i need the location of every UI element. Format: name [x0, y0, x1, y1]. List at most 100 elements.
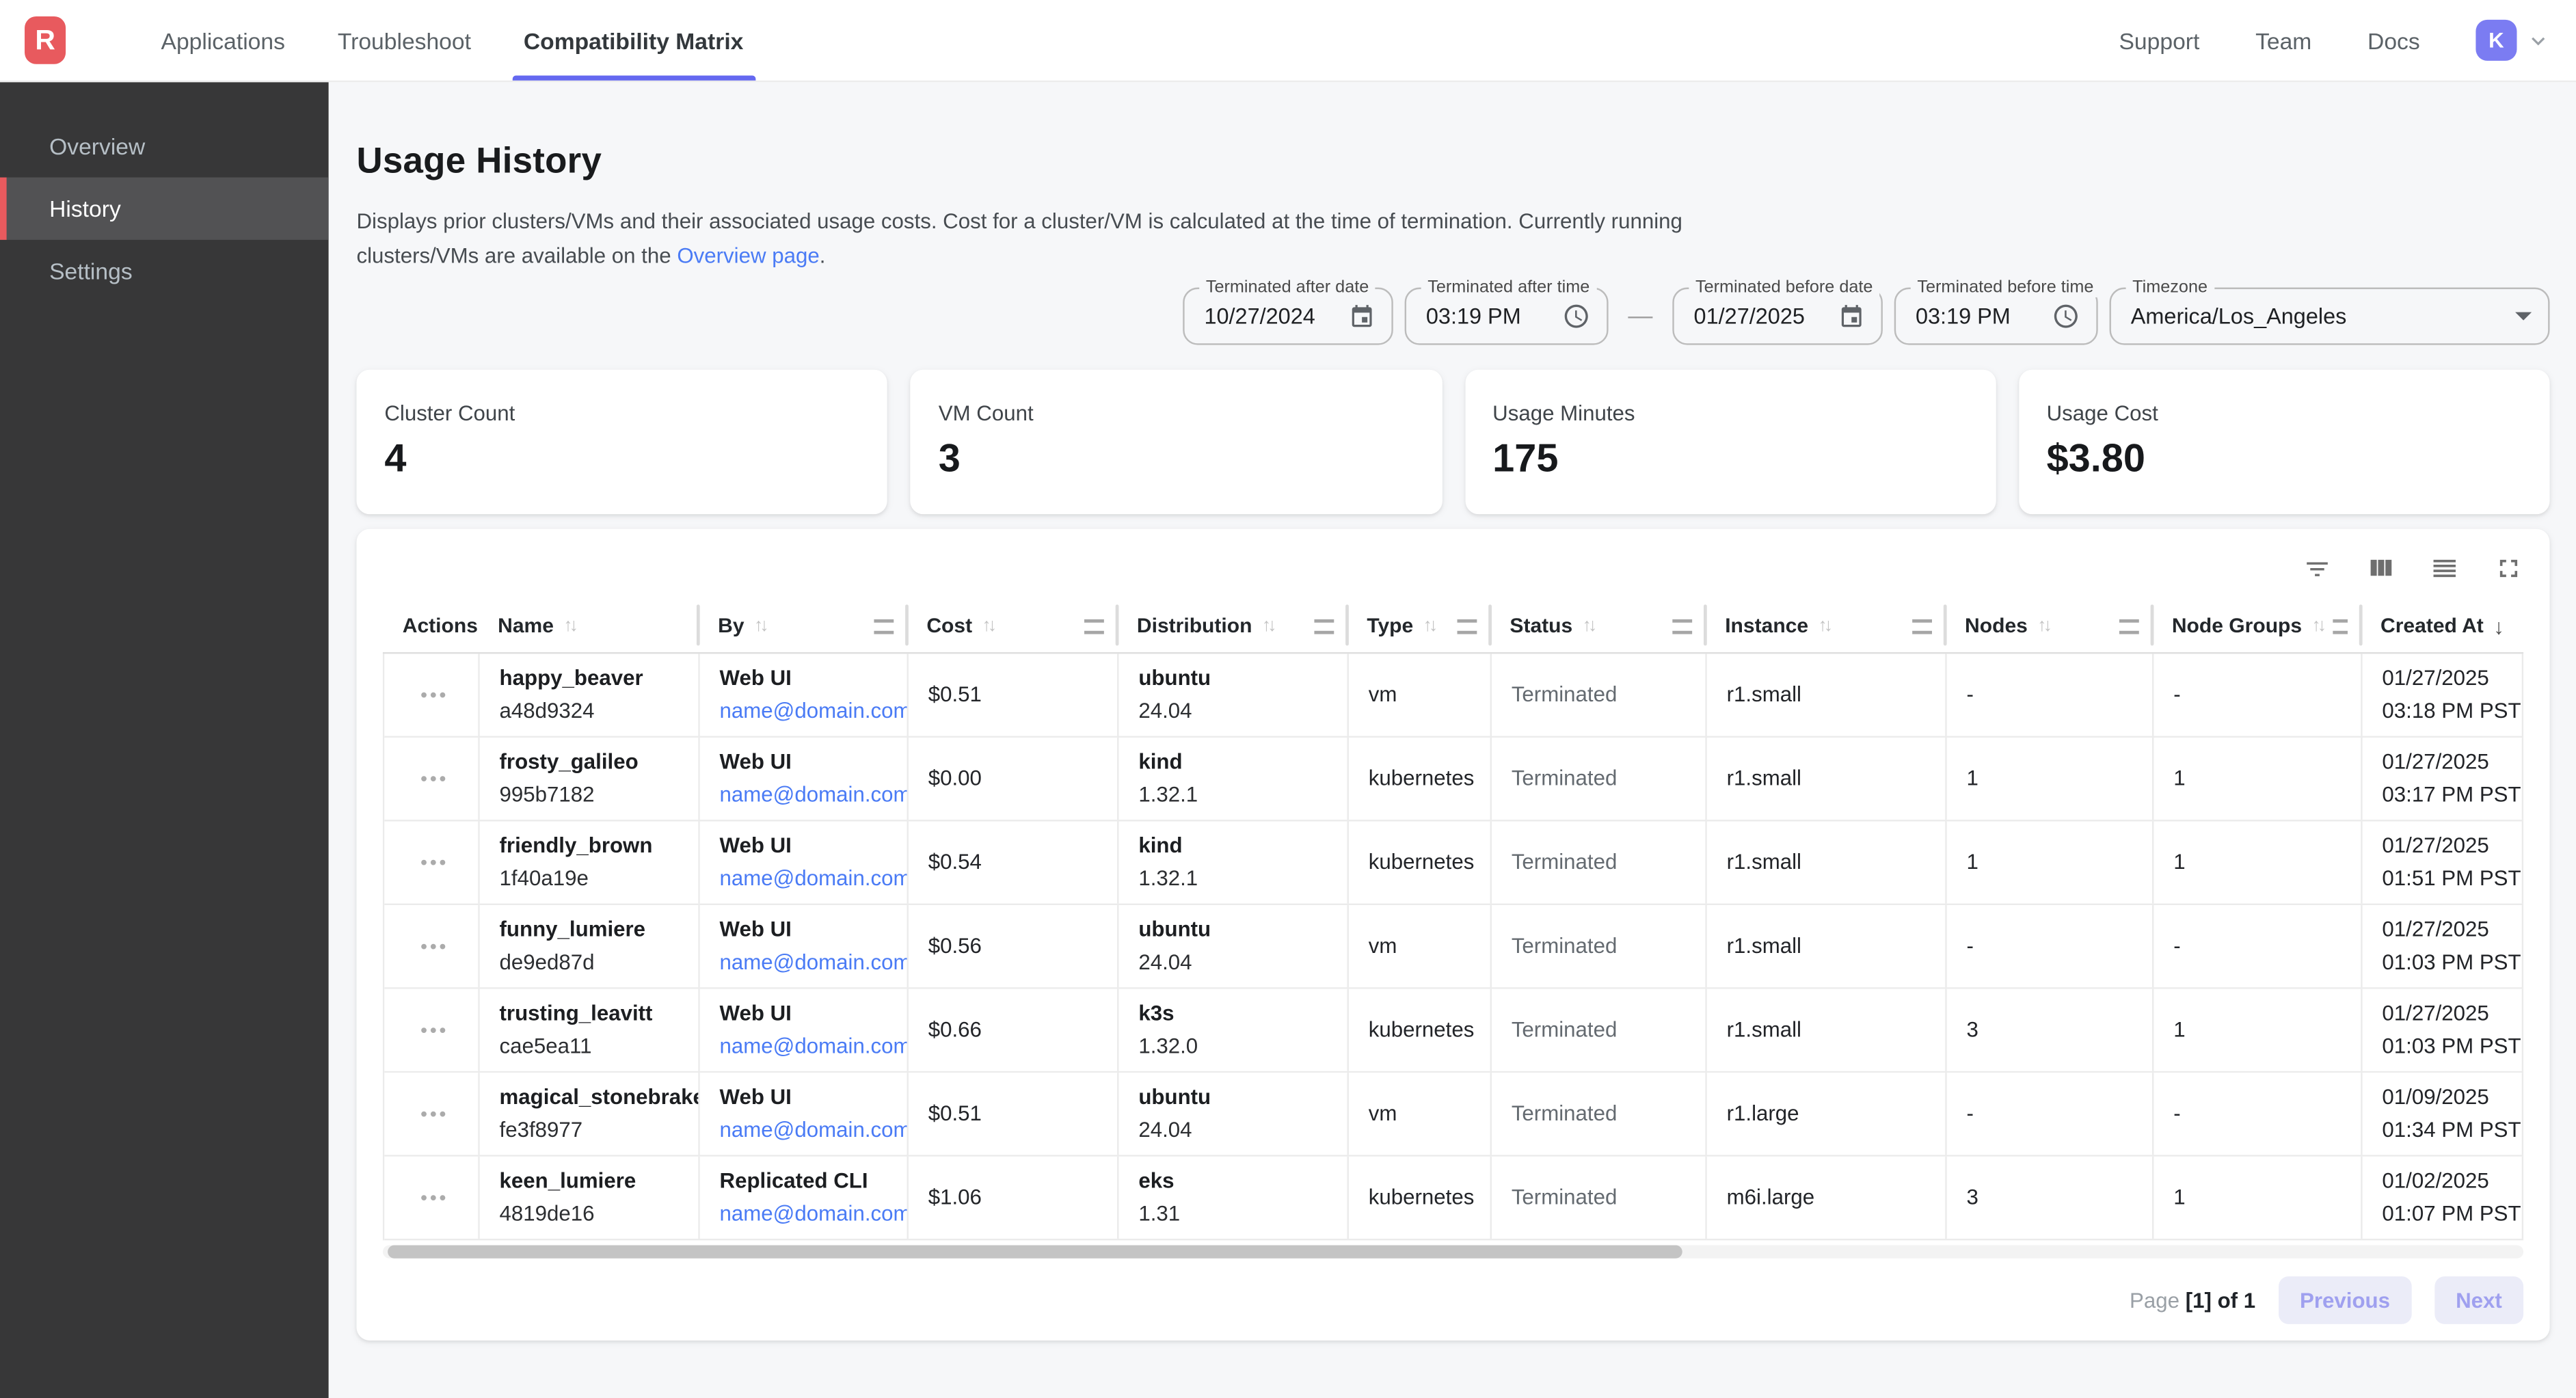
column-menu-icon[interactable]	[1672, 618, 1693, 634]
sort-icon[interactable]: ↑↓	[2311, 616, 2327, 636]
column-menu-icon[interactable]	[874, 618, 894, 634]
row-actions-button[interactable]: •••	[420, 767, 449, 790]
column-header-type[interactable]: Type ↑↓	[1345, 598, 1490, 654]
column-header-status[interactable]: Status ↑↓	[1488, 598, 1706, 654]
cell-nodes: -	[1947, 905, 2154, 988]
stat-value: 4	[384, 437, 407, 482]
sort-icon[interactable]: ↑↓	[753, 616, 769, 636]
tab-compatibility-matrix[interactable]: Compatibility Matrix	[497, 0, 769, 81]
tab-applications[interactable]: Applications	[161, 27, 285, 54]
columns-icon[interactable]	[2365, 554, 2395, 583]
email-link[interactable]: name@domain.com	[719, 781, 909, 807]
row-actions-button[interactable]: •••	[420, 1186, 449, 1209]
docs-link[interactable]: Docs	[2367, 27, 2420, 54]
column-header-name[interactable]: Name ↑↓	[478, 598, 698, 654]
previous-page-button[interactable]: Previous	[2278, 1276, 2412, 1324]
sort-icon[interactable]: ↑↓	[1261, 616, 1277, 636]
next-page-button[interactable]: Next	[2434, 1276, 2524, 1324]
horizontal-scrollbar-thumb[interactable]	[388, 1245, 1683, 1259]
terminated-before-date-field[interactable]: Terminated before date 01/27/2025	[1672, 278, 1883, 345]
sort-icon[interactable]: ↑↓	[982, 616, 997, 636]
cell-status: Terminated	[1492, 737, 1707, 820]
column-header-instance[interactable]: Instance ↑↓	[1703, 598, 1945, 654]
chevron-down-icon[interactable]	[2525, 27, 2551, 53]
column-header-distribution[interactable]: Distribution ↑↓	[1115, 598, 1347, 654]
cell-status: Terminated	[1492, 1156, 1707, 1239]
field-value: 03:19 PM	[1425, 304, 1521, 329]
cell-status: Terminated	[1492, 654, 1707, 736]
row-actions-button[interactable]: •••	[420, 935, 449, 958]
avatar[interactable]: K	[2476, 19, 2517, 61]
email-link[interactable]: name@domain.com	[719, 865, 909, 891]
distribution-version: 1.32.1	[1138, 781, 1198, 807]
team-link[interactable]: Team	[2255, 27, 2312, 54]
column-header-by[interactable]: By ↑↓	[696, 598, 907, 654]
sidebar: Overview History Settings	[0, 82, 329, 1398]
status-badge: Terminated	[1511, 849, 1618, 874]
email-link[interactable]: name@domain.com	[719, 698, 909, 723]
stat-cards: Cluster Count 4 VM Count 3 Usage Minutes…	[356, 369, 2550, 515]
cell-distribution: ubuntu 24.04	[1118, 654, 1349, 736]
sort-icon[interactable]: ↑↓	[563, 616, 578, 636]
terminated-after-time-field[interactable]: Terminated after time 03:19 PM	[1404, 278, 1609, 345]
column-menu-icon[interactable]	[1912, 618, 1932, 634]
email-link[interactable]: name@domain.com	[719, 949, 909, 975]
nodes-value: 3	[1966, 1017, 1978, 1042]
cell-nodes: 3	[1947, 989, 2154, 1071]
sort-icon[interactable]: ↑↓	[1423, 616, 1438, 636]
cell-instance: r1.small	[1707, 905, 1947, 988]
email-link[interactable]: name@domain.com	[719, 1117, 909, 1142]
terminated-before-time-field[interactable]: Terminated before time 03:19 PM	[1894, 278, 2101, 345]
clock-icon[interactable]	[1562, 302, 1590, 330]
cluster-name: frosty_galileo	[499, 749, 639, 774]
filter-icon[interactable]	[2303, 554, 2331, 582]
overview-page-link[interactable]: Overview page	[677, 243, 820, 268]
instance-value: r1.small	[1726, 849, 1801, 874]
column-header-nodes[interactable]: Nodes ↑↓	[1943, 598, 2152, 654]
sort-icon[interactable]: ↑↓	[1582, 616, 1598, 636]
distribution-version: 24.04	[1138, 949, 1192, 975]
calendar-icon[interactable]	[1349, 303, 1375, 329]
support-link[interactable]: Support	[2119, 27, 2200, 54]
row-actions-button[interactable]: •••	[420, 683, 449, 707]
sort-icon[interactable]: ↑↓	[1818, 616, 1834, 636]
cluster-name: magical_stonebraker	[499, 1084, 700, 1110]
column-header-cost[interactable]: Cost ↑↓	[905, 598, 1117, 654]
email-link[interactable]: name@domain.com	[719, 1200, 909, 1226]
dropdown-caret-icon[interactable]	[2515, 312, 2532, 321]
column-label: By	[718, 614, 744, 638]
terminated-after-date-field[interactable]: Terminated after date 10/27/2024	[1183, 278, 1393, 345]
sort-icon[interactable]: ↑↓	[2037, 616, 2052, 636]
calendar-icon[interactable]	[1838, 303, 1864, 329]
timezone-select[interactable]: Timezone America/Los_Angeles	[2109, 278, 2550, 345]
fullscreen-icon[interactable]	[2494, 554, 2523, 583]
column-menu-icon[interactable]	[1314, 618, 1334, 634]
email-link[interactable]: name@domain.com	[719, 1033, 909, 1058]
horizontal-scrollbar-track[interactable]	[382, 1245, 2524, 1259]
row-actions-button[interactable]: •••	[420, 1018, 449, 1042]
sort-descending-icon[interactable]: ↓	[2493, 613, 2504, 638]
page-indicator: Page [1] of 1	[2130, 1288, 2255, 1313]
sidebar-item-history[interactable]: History	[0, 177, 329, 240]
created-date: 01/02/2025	[2382, 1168, 2489, 1193]
column-header-node-groups[interactable]: Node Groups ↑↓	[2150, 598, 2361, 654]
sidebar-item-overview[interactable]: Overview	[49, 133, 146, 160]
clock-icon[interactable]	[2052, 302, 2080, 330]
column-menu-icon[interactable]	[1084, 618, 1104, 634]
column-menu-icon[interactable]	[2333, 618, 2348, 634]
cluster-name: happy_beaver	[499, 665, 643, 690]
distribution-version: 24.04	[1138, 698, 1192, 723]
sidebar-item-settings[interactable]: Settings	[49, 258, 133, 284]
account-menu[interactable]: K	[2476, 19, 2551, 61]
column-menu-icon[interactable]	[2119, 618, 2139, 634]
column-header-created-at[interactable]: Created At ↓	[2359, 598, 2523, 654]
row-actions-button[interactable]: •••	[420, 850, 449, 874]
replicated-logo[interactable]: R	[25, 16, 66, 64]
tab-troubleshoot[interactable]: Troubleshoot	[337, 27, 471, 54]
row-actions-button[interactable]: •••	[420, 1102, 449, 1126]
column-menu-icon[interactable]	[1457, 618, 1477, 634]
cell-nodes: -	[1947, 1073, 2154, 1155]
status-badge: Terminated	[1511, 1101, 1618, 1126]
density-icon[interactable]	[2430, 554, 2459, 583]
field-label: Timezone	[2125, 278, 2214, 297]
